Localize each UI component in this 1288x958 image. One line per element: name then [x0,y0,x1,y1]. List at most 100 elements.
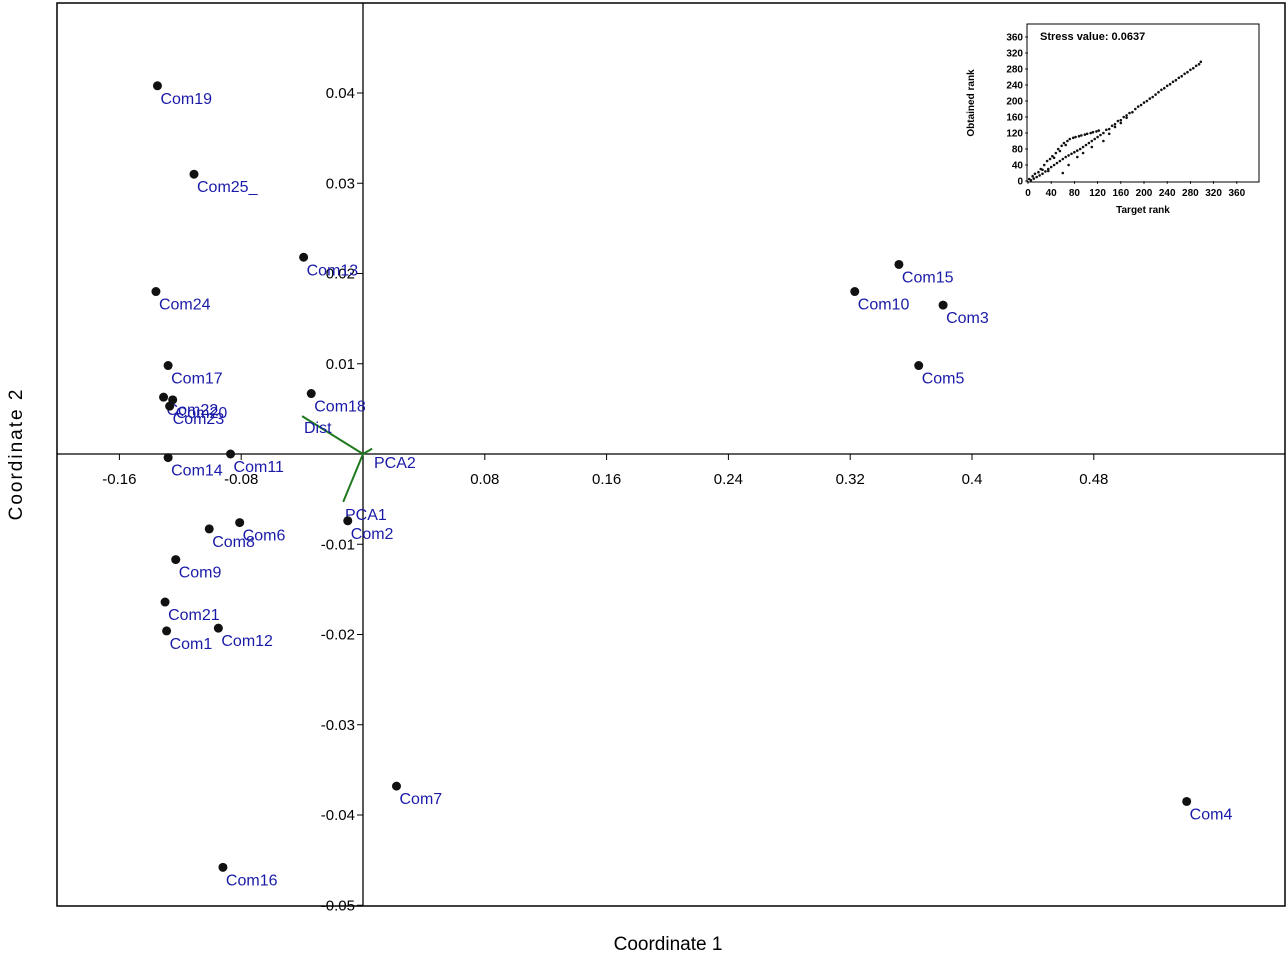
data-points: Com19Com25_Com13Com24Com17Com22Com20Com2… [151,81,1232,889]
inset-point [1113,122,1117,126]
data-point [1182,796,1192,806]
inset-point [1076,155,1079,159]
x-axis-title: Coordinate 1 [614,934,723,955]
x-tick-label: -0.08 [224,471,258,488]
y-tick-label: -0.03 [321,717,355,734]
inset-point [1105,128,1108,132]
data-point [914,361,924,371]
inset-point [1067,163,1070,167]
inset-x-tick-label: 80 [1069,188,1081,199]
point-label: Com20 [176,405,228,422]
y-tick-label: 0.04 [326,85,355,102]
inset-point [1049,165,1053,169]
data-point [306,389,316,399]
inset-point [1090,139,1094,143]
data-point [159,392,169,402]
inset-point [1168,82,1172,86]
inset-point [1151,95,1154,99]
point-label: Com19 [160,91,212,108]
inset-x-tick-label: 40 [1046,188,1058,199]
inset-point [1081,151,1085,155]
inset-point [1055,161,1059,165]
point-label: Com5 [922,371,965,388]
y-axis-title: Coordinate 2 [6,388,27,521]
inset-point [1186,70,1189,74]
inset-point [1119,121,1123,125]
vector-label: Dist [304,420,332,437]
data-point [171,555,181,565]
x-tick-label: -0.16 [102,471,136,488]
inset-point [1056,147,1060,151]
inset-y-tick-label: 280 [1006,65,1023,76]
inset-point [1061,157,1065,161]
inset-point [1048,157,1052,161]
variable-vectors: Dist PCA2 PCA1 [301,415,416,524]
x-tick-label: 0.16 [592,471,621,488]
inset-point [1096,135,1099,139]
inset-point [1119,118,1123,122]
data-point [189,169,199,179]
inset-y-tick-label: 240 [1006,81,1023,92]
inset-point [1029,178,1033,182]
inset-point [1194,64,1198,68]
point-label: Com24 [159,297,211,314]
inset-point [1068,137,1072,141]
inset-point [1145,99,1149,103]
vector-label: PCA2 [374,455,416,472]
inset-point [1062,141,1066,145]
point-label: Com4 [1190,806,1233,823]
inset-point [1037,170,1040,174]
point-label: Com11 [234,459,284,476]
data-point [235,518,245,528]
inset-title: Stress value: 0.0637 [1040,31,1145,43]
data-point [152,81,162,91]
inset-y-tick-label: 120 [1006,129,1023,140]
inset-point [1192,66,1195,70]
data-point [204,524,214,534]
inset-point [1067,154,1070,157]
inset-point [1060,144,1063,148]
y-ticks: 0.04 0.03 0.02 0.01 -0.01 -0.02 -0.03 -0.04 -0.0… [321,85,363,914]
inset-point [1139,103,1143,107]
inset-point [1042,163,1046,167]
inset-point [1052,163,1056,167]
inset-x-ticks: 0 40 80 120 160 200 240 280 320 360 [1025,181,1246,199]
inset-point [1033,172,1037,176]
inset-point [1157,90,1160,94]
data-point [299,252,309,262]
x-tick-label: 0.48 [1079,471,1108,488]
y-tick-label: 0.02 [326,266,355,283]
inset-y-axis-title: Obtained rank [966,69,977,137]
inset-point [1107,132,1111,136]
point-label: Com8 [212,534,255,551]
inset-y-tick-label: 160 [1006,113,1023,124]
point-label: Com17 [171,371,223,388]
inset-point [1073,150,1076,154]
inset-point [1122,115,1125,119]
point-label: Com12 [221,633,273,650]
inset-point [1064,143,1067,147]
point-label: Com16 [226,872,278,889]
data-point [850,287,860,297]
point-label: Com23 [173,411,225,428]
point-label: Com22 [167,402,219,419]
inset-point [1090,145,1094,149]
data-point [213,623,223,633]
point-label: Com1 [170,636,213,653]
inset-point [1183,72,1186,76]
data-point [151,287,161,297]
inset-point [1078,147,1082,151]
inset-x-tick-label: 200 [1136,188,1153,199]
inset-point [1199,60,1203,64]
inset-point [1174,78,1178,82]
inset-x-tick-label: 320 [1205,188,1222,199]
y-tick-label: -0.02 [321,627,355,644]
y-tick-label: -0.01 [321,536,355,553]
inset-point [1032,177,1036,180]
inset-y-tick-label: 360 [1006,33,1023,44]
inset-point [1148,97,1152,100]
inset-point [1154,93,1157,96]
y-tick-label: -0.05 [321,897,355,914]
point-label: Com2 [351,526,394,543]
x-tick-label: 0.4 [962,471,983,488]
